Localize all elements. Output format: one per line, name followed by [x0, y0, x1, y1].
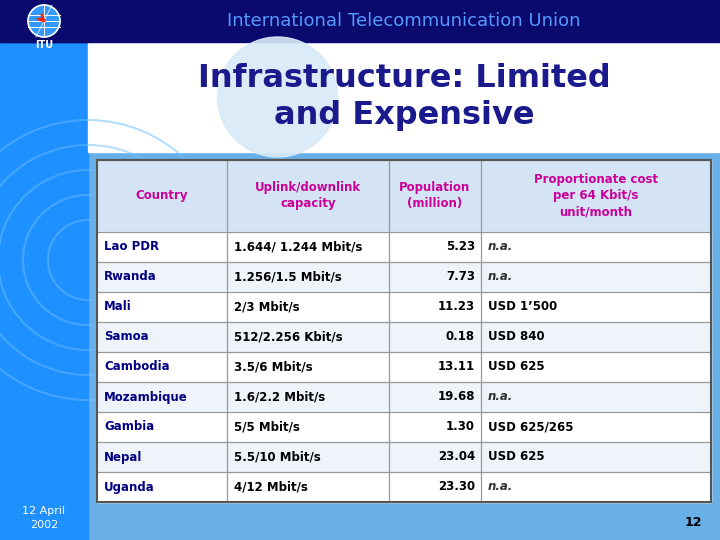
Text: Uplink/downlink
capacity: Uplink/downlink capacity	[255, 181, 361, 211]
Text: n.a.: n.a.	[488, 240, 513, 253]
Bar	[97, 352, 711, 382]
Text: 1.30: 1.30	[446, 421, 475, 434]
Bar	[97, 160, 711, 232]
Text: 19.68: 19.68	[438, 390, 475, 403]
Text: Nepal: Nepal	[104, 450, 143, 463]
Text: 4/12 Mbit/s: 4/12 Mbit/s	[234, 481, 308, 494]
Text: Country: Country	[136, 190, 188, 202]
Bar	[97, 292, 711, 322]
Bar	[97, 322, 711, 352]
Text: USD 625: USD 625	[488, 450, 544, 463]
Bar	[97, 472, 711, 502]
Text: 5.23: 5.23	[446, 240, 475, 253]
Text: Lao PDR: Lao PDR	[104, 240, 159, 253]
Bar	[97, 442, 711, 472]
Text: Mali: Mali	[104, 300, 132, 314]
Bar	[97, 382, 711, 412]
Text: 0.18: 0.18	[446, 330, 475, 343]
Text: 12 April
2002: 12 April 2002	[22, 507, 66, 530]
Text: USD 625: USD 625	[488, 361, 544, 374]
Text: Gambia: Gambia	[104, 421, 154, 434]
Text: 5.5/10 Mbit/s: 5.5/10 Mbit/s	[234, 450, 320, 463]
Bar	[0, 42, 88, 540]
Text: 7.73: 7.73	[446, 271, 475, 284]
Text: 1.256/1.5 Mbit/s: 1.256/1.5 Mbit/s	[234, 271, 342, 284]
Text: USD 840: USD 840	[488, 330, 544, 343]
Text: 12: 12	[685, 516, 702, 529]
Text: n.a.: n.a.	[488, 390, 513, 403]
Text: International Telecommunication Union: International Telecommunication Union	[228, 12, 581, 30]
Bar	[97, 412, 711, 442]
Bar	[97, 160, 711, 502]
Bar	[97, 262, 711, 292]
Circle shape	[217, 37, 338, 157]
Bar	[0, 0, 720, 42]
Bar	[0, 0, 88, 42]
Text: 3.5/6 Mbit/s: 3.5/6 Mbit/s	[234, 361, 312, 374]
Text: Infrastructure: Limited
and Expensive: Infrastructure: Limited and Expensive	[197, 63, 611, 131]
Text: USD 1’500: USD 1’500	[488, 300, 557, 314]
Text: 23.30: 23.30	[438, 481, 475, 494]
Circle shape	[28, 5, 60, 37]
Bar	[97, 160, 711, 502]
Text: 13.11: 13.11	[438, 361, 475, 374]
Text: Population
(million): Population (million)	[400, 181, 471, 211]
Text: 512/2.256 Kbit/s: 512/2.256 Kbit/s	[234, 330, 343, 343]
Text: 11.23: 11.23	[438, 300, 475, 314]
Text: 5/5 Mbit/s: 5/5 Mbit/s	[234, 421, 300, 434]
Bar	[97, 232, 711, 262]
Text: USD 625/265: USD 625/265	[488, 421, 574, 434]
Text: Proportionate cost
per 64 Kbit/s
unit/month: Proportionate cost per 64 Kbit/s unit/mo…	[534, 173, 658, 219]
Text: Samoa: Samoa	[104, 330, 148, 343]
Text: 1.6/2.2 Mbit/s: 1.6/2.2 Mbit/s	[234, 390, 325, 403]
Text: 1.644/ 1.244 Mbit/s: 1.644/ 1.244 Mbit/s	[234, 240, 362, 253]
Text: Cambodia: Cambodia	[104, 361, 170, 374]
Bar	[88, 42, 720, 152]
Text: Uganda: Uganda	[104, 481, 155, 494]
Text: ITU: ITU	[35, 40, 53, 50]
Text: n.a.: n.a.	[488, 481, 513, 494]
Text: n.a.: n.a.	[488, 271, 513, 284]
Text: 23.04: 23.04	[438, 450, 475, 463]
Text: 2/3 Mbit/s: 2/3 Mbit/s	[234, 300, 300, 314]
Text: Mozambique: Mozambique	[104, 390, 188, 403]
Circle shape	[288, 263, 459, 433]
Text: Rwanda: Rwanda	[104, 271, 157, 284]
